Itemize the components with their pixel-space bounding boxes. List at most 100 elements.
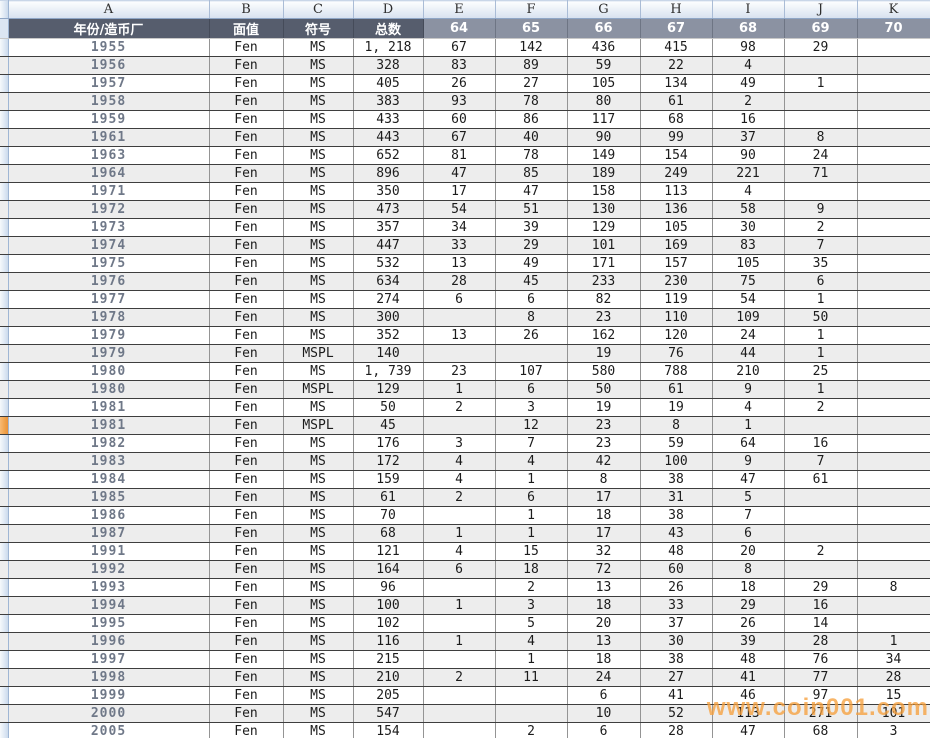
- cell-symbol[interactable]: MS: [283, 254, 354, 273]
- cell-grade-66[interactable]: 189: [567, 164, 641, 183]
- cell-grade-65[interactable]: 1: [495, 524, 568, 543]
- cell-grade-70[interactable]: 28: [857, 668, 930, 687]
- cell-grade-65[interactable]: 4: [495, 452, 568, 471]
- cell-grade-66[interactable]: 17: [567, 488, 641, 507]
- cell-denomination[interactable]: Fen: [209, 434, 284, 453]
- cell-grade-70[interactable]: [857, 506, 930, 525]
- cell-total[interactable]: 383: [353, 92, 424, 111]
- cell-grade-70[interactable]: [857, 596, 930, 615]
- cell-grade-70[interactable]: [857, 542, 930, 561]
- cell-total[interactable]: 172: [353, 452, 424, 471]
- column-letter-b[interactable]: B: [209, 0, 284, 19]
- cell-grade-69[interactable]: 8: [784, 128, 858, 147]
- cell-grade-65[interactable]: 26: [495, 326, 568, 345]
- cell-grade-68[interactable]: 98: [712, 38, 785, 57]
- cell-grade-66[interactable]: 162: [567, 326, 641, 345]
- cell-total[interactable]: 274: [353, 290, 424, 309]
- cell-grade-65[interactable]: 3: [495, 398, 568, 417]
- cell-grade-67[interactable]: 154: [640, 146, 713, 165]
- cell-total[interactable]: 96: [353, 578, 424, 597]
- column-letter-h[interactable]: H: [640, 0, 713, 19]
- cell-grade-69[interactable]: 16: [784, 596, 858, 615]
- cell-grade-67[interactable]: 60: [640, 560, 713, 579]
- cell-total[interactable]: 205: [353, 686, 424, 705]
- cell-grade-70[interactable]: [857, 308, 930, 327]
- cell-symbol[interactable]: MS: [283, 542, 354, 561]
- cell-grade-65[interactable]: 1: [495, 470, 568, 489]
- cell-grade-64[interactable]: 26: [423, 74, 496, 93]
- cell-grade-66[interactable]: 50: [567, 380, 641, 399]
- cell-grade-67[interactable]: 136: [640, 200, 713, 219]
- cell-grade-68[interactable]: 6: [712, 524, 785, 543]
- cell-grade-64[interactable]: 67: [423, 128, 496, 147]
- cell-grade-66[interactable]: 10: [567, 704, 641, 723]
- cell-total[interactable]: 61: [353, 488, 424, 507]
- cell-denomination[interactable]: Fen: [209, 326, 284, 345]
- cell-grade-70[interactable]: [857, 164, 930, 183]
- cell-total[interactable]: 215: [353, 650, 424, 669]
- cell-grade-66[interactable]: 32: [567, 542, 641, 561]
- row-header-strip[interactable]: [0, 18, 9, 39]
- cell-year[interactable]: 1983: [8, 452, 210, 471]
- cell-year[interactable]: 1977: [8, 290, 210, 309]
- cell-grade-64[interactable]: [423, 722, 496, 738]
- cell-grade-70[interactable]: [857, 146, 930, 165]
- cell-grade-67[interactable]: 41: [640, 686, 713, 705]
- cell-grade-67[interactable]: 68: [640, 110, 713, 129]
- cell-grade-65[interactable]: 3: [495, 596, 568, 615]
- cell-denomination[interactable]: Fen: [209, 236, 284, 255]
- cell-symbol[interactable]: MS: [283, 470, 354, 489]
- cell-total[interactable]: 210: [353, 668, 424, 687]
- cell-total[interactable]: 634: [353, 272, 424, 291]
- cell-denomination[interactable]: Fen: [209, 290, 284, 309]
- cell-grade-69[interactable]: 9: [784, 200, 858, 219]
- cell-symbol[interactable]: MS: [283, 614, 354, 633]
- cell-grade-69[interactable]: 50: [784, 308, 858, 327]
- cell-denomination[interactable]: Fen: [209, 542, 284, 561]
- cell-denomination[interactable]: Fen: [209, 722, 284, 738]
- cell-grade-64[interactable]: 60: [423, 110, 496, 129]
- row-header-strip[interactable]: [0, 92, 9, 111]
- cell-grade-70[interactable]: [857, 470, 930, 489]
- cell-denomination[interactable]: Fen: [209, 632, 284, 651]
- cell-total[interactable]: 300: [353, 308, 424, 327]
- row-header-strip[interactable]: [0, 362, 9, 381]
- cell-grade-67[interactable]: 100: [640, 452, 713, 471]
- cell-year[interactable]: 1980: [8, 380, 210, 399]
- cell-grade-70[interactable]: [857, 272, 930, 291]
- cell-grade-68[interactable]: 24: [712, 326, 785, 345]
- row-header-strip[interactable]: [0, 632, 9, 651]
- cell-grade-66[interactable]: 90: [567, 128, 641, 147]
- cell-grade-68[interactable]: 46: [712, 686, 785, 705]
- cell-grade-68[interactable]: 4: [712, 398, 785, 417]
- cell-denomination[interactable]: Fen: [209, 380, 284, 399]
- cell-grade-67[interactable]: 22: [640, 56, 713, 75]
- cell-grade-65[interactable]: 6: [495, 290, 568, 309]
- cell-grade-68[interactable]: 26: [712, 614, 785, 633]
- cell-grade-67[interactable]: 43: [640, 524, 713, 543]
- cell-grade-66[interactable]: 17: [567, 524, 641, 543]
- row-header-strip[interactable]: [0, 470, 9, 489]
- cell-denomination[interactable]: Fen: [209, 56, 284, 75]
- column-letter-i[interactable]: I: [712, 0, 785, 19]
- cell-grade-65[interactable]: 78: [495, 92, 568, 111]
- cell-grade-64[interactable]: 34: [423, 218, 496, 237]
- cell-year[interactable]: 1980: [8, 362, 210, 381]
- cell-grade-68[interactable]: 18: [712, 578, 785, 597]
- row-header-strip[interactable]: [0, 164, 9, 183]
- cell-grade-68[interactable]: 8: [712, 560, 785, 579]
- cell-year[interactable]: 1999: [8, 686, 210, 705]
- cell-grade-64[interactable]: 13: [423, 254, 496, 273]
- cell-grade-65[interactable]: 51: [495, 200, 568, 219]
- cell-grade-69[interactable]: 1: [784, 380, 858, 399]
- cell-denomination[interactable]: Fen: [209, 92, 284, 111]
- cell-total[interactable]: 116: [353, 632, 424, 651]
- cell-total[interactable]: 357: [353, 218, 424, 237]
- cell-grade-67[interactable]: 105: [640, 218, 713, 237]
- cell-symbol[interactable]: MS: [283, 146, 354, 165]
- cell-grade-65[interactable]: 47: [495, 182, 568, 201]
- cell-total[interactable]: 447: [353, 236, 424, 255]
- cell-symbol[interactable]: MS: [283, 560, 354, 579]
- cell-symbol[interactable]: MS: [283, 578, 354, 597]
- cell-total[interactable]: 129: [353, 380, 424, 399]
